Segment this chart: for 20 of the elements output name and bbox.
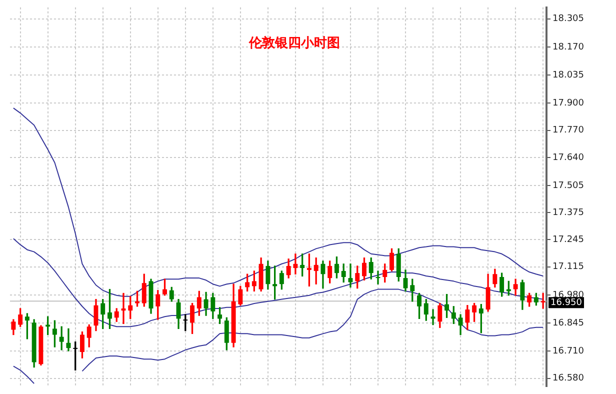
candlestick — [348, 264, 353, 288]
ref-line-label: 16.950 — [550, 298, 582, 308]
candlestick — [430, 309, 436, 326]
y-tick-label: 16.580 — [552, 374, 584, 384]
y-tick-label: 17.245 — [552, 235, 584, 246]
y-tick-label: 17.375 — [552, 208, 584, 218]
candlestick — [66, 328, 71, 352]
y-tick-label: 17.900 — [552, 98, 584, 109]
y-tick-label: 17.640 — [552, 152, 584, 163]
y-tick-label: 18.170 — [552, 42, 584, 52]
y-tick-label: 17.115 — [552, 262, 584, 272]
y-tick-label: 18.305 — [552, 14, 584, 24]
y-tick-label: 16.710 — [552, 346, 584, 357]
y-tick-label: 18.035 — [552, 70, 584, 80]
y-tick-label: 17.505 — [552, 180, 584, 191]
candlestick — [293, 254, 298, 274]
y-tick-label: 16.845 — [552, 318, 584, 328]
y-tick-label: 17.770 — [552, 126, 584, 136]
text: 伦敦银四小时图 — [248, 34, 340, 51]
candlestick — [540, 292, 546, 309]
